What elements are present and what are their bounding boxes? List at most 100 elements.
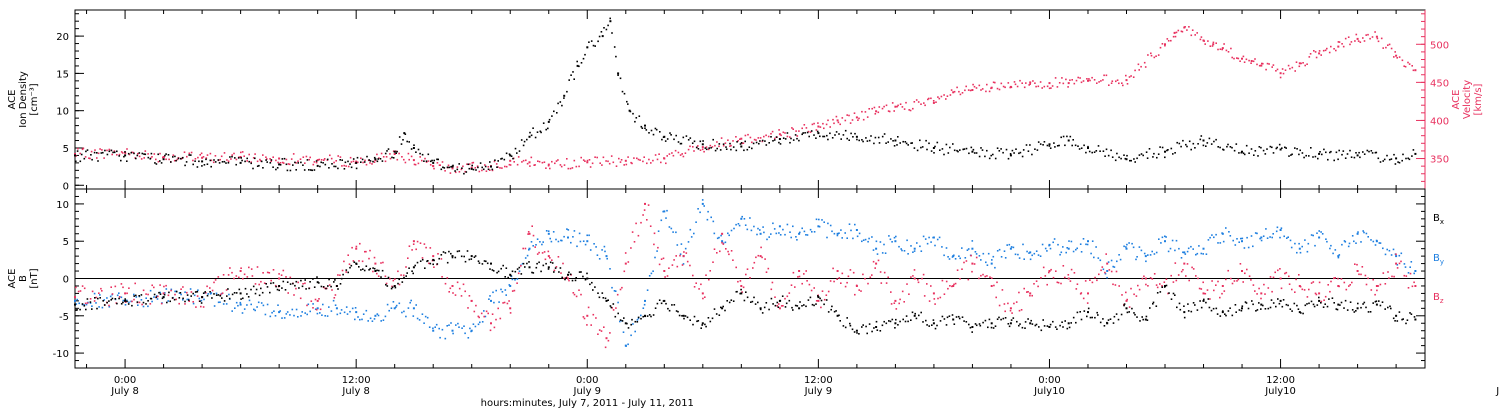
- bx-series-point: [759, 308, 762, 311]
- bz-series-point: [1318, 281, 1321, 284]
- density-series-point: [902, 140, 904, 143]
- density-series-point: [598, 35, 601, 38]
- bz-series-point: [1260, 292, 1263, 295]
- velocity-series-point: [1093, 79, 1096, 81]
- density-series-point: [959, 149, 961, 151]
- density-series-point: [590, 40, 593, 42]
- density-series-point: [1227, 143, 1229, 146]
- bx-series-point: [849, 322, 851, 325]
- bx-series-point: [419, 260, 422, 262]
- velocity-series-point: [1318, 50, 1321, 52]
- velocity-series-point: [88, 157, 90, 159]
- by-series-point: [376, 313, 379, 315]
- by-series-point: [415, 304, 417, 306]
- bx-series-point: [270, 282, 272, 285]
- velocity-series-point: [795, 130, 797, 132]
- velocity-series-point: [559, 164, 562, 166]
- by-series-point: [1076, 247, 1078, 250]
- bz-series-point: [1091, 281, 1094, 284]
- velocity-series-point: [1241, 57, 1243, 60]
- bz-series-point: [1364, 274, 1367, 277]
- by-series-point: [291, 308, 294, 311]
- bz-series-point: [567, 277, 569, 280]
- bx-series-point: [791, 306, 793, 309]
- by-series-point: [324, 315, 326, 317]
- by-series-point: [668, 226, 671, 228]
- bx-series-point: [692, 323, 694, 326]
- bz-series-point: [348, 263, 351, 265]
- bz-series-point: [170, 289, 172, 292]
- velocity-series-point: [466, 163, 468, 165]
- bz-series-point: [1237, 278, 1240, 281]
- bx-series-point: [1378, 300, 1380, 302]
- bz-series-point: [460, 295, 463, 297]
- bz-series-point: [251, 275, 254, 277]
- bx-series-point: [757, 301, 759, 304]
- bx-series-point: [811, 303, 814, 306]
- bx-series-point: [278, 289, 280, 292]
- density-series-point: [861, 139, 863, 141]
- bx-series-point: [1142, 318, 1144, 321]
- velocity-series-point: [992, 81, 995, 84]
- bz-series-point: [810, 289, 813, 292]
- by-series-point: [192, 302, 195, 305]
- by-series-point: [441, 328, 444, 331]
- bz-series-point: [441, 276, 443, 278]
- velocity-series-point: [994, 81, 996, 84]
- density-series-point: [1241, 150, 1243, 153]
- density-series-point: [308, 169, 310, 171]
- bx-series-point: [684, 315, 687, 317]
- by-series-point: [1136, 256, 1138, 258]
- velocity-series-point: [747, 133, 749, 136]
- bx-series-point: [1080, 318, 1083, 321]
- by-series-point: [248, 299, 251, 302]
- density-series-point: [1298, 153, 1300, 156]
- bz-series-point: [829, 280, 832, 282]
- density-series-point: [465, 171, 468, 173]
- density-series-point: [605, 28, 608, 31]
- density-series-point: [719, 149, 722, 151]
- density-series-point: [260, 160, 263, 163]
- density-series-point: [634, 120, 636, 123]
- density-series-point: [1382, 160, 1384, 162]
- bx-series-point: [219, 295, 222, 297]
- density-series-point: [626, 100, 628, 103]
- density-series-point: [135, 157, 137, 160]
- bz-series-point: [454, 294, 457, 296]
- bz-series-point: [786, 295, 789, 298]
- bx-series-point: [792, 309, 794, 311]
- by-series-point: [846, 237, 848, 239]
- by-series-point: [945, 247, 948, 249]
- velocity-series-point: [526, 162, 529, 165]
- density-series-point: [654, 127, 657, 130]
- bx-series-point: [891, 318, 894, 321]
- velocity-series-point: [935, 101, 937, 103]
- velocity-series-point: [825, 123, 828, 126]
- bx-series-point: [654, 307, 657, 309]
- density-series-point: [1110, 149, 1112, 152]
- density-series-point: [1009, 153, 1012, 155]
- by-series-point: [606, 257, 608, 260]
- density-series-point: [680, 142, 683, 145]
- bz-series-point: [254, 283, 257, 285]
- bx-series-point: [477, 260, 480, 262]
- density-series-point: [551, 115, 553, 117]
- bz-series-point: [986, 275, 988, 277]
- density-series-point: [710, 147, 712, 149]
- bz-series-point: [753, 261, 756, 264]
- bx-series-point: [200, 302, 203, 304]
- velocity-series-point: [672, 154, 675, 157]
- bx-series-point: [85, 308, 87, 311]
- density-series-point: [1037, 141, 1040, 143]
- velocity-series-point: [1118, 82, 1120, 85]
- date-tick-label: July 8: [341, 386, 370, 397]
- by-series-point: [687, 241, 690, 243]
- density-series-point: [1118, 156, 1120, 159]
- by-series-point: [1213, 236, 1215, 239]
- density-series-point: [1097, 145, 1100, 147]
- density-series-point: [810, 130, 813, 132]
- by-series-point: [1059, 253, 1061, 256]
- bx-series-point: [209, 291, 211, 293]
- bx-series-point: [1362, 303, 1364, 305]
- velocity-series-point: [1050, 87, 1052, 89]
